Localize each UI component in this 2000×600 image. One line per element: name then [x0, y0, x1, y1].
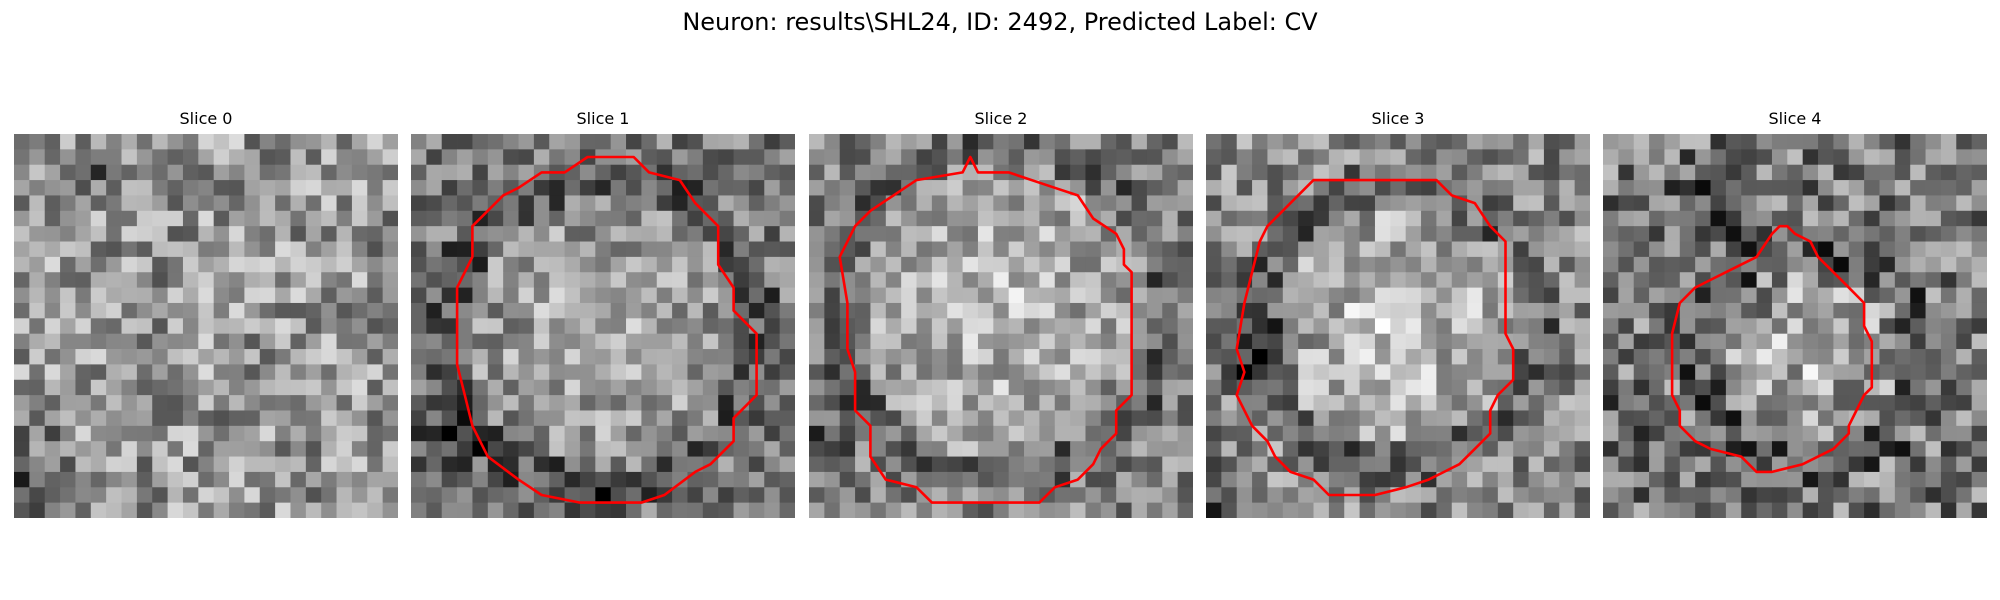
slice-title-1: Slice 1 — [576, 109, 630, 128]
pixel-grid — [1603, 134, 1987, 518]
slice-title-3: Slice 3 — [1371, 109, 1425, 128]
pixel-grid — [411, 134, 795, 518]
pixel-grid — [809, 134, 1193, 518]
slice-image-3 — [1206, 134, 1590, 518]
pixel-grid — [1206, 134, 1590, 518]
pixel-grid — [14, 134, 398, 518]
slice-title-0: Slice 0 — [179, 109, 233, 128]
slice-title-2: Slice 2 — [974, 109, 1028, 128]
slice-image-2 — [809, 134, 1193, 518]
neuron-contour — [1235, 178, 1515, 497]
slice-image-4 — [1603, 134, 1987, 518]
neuron-contour — [455, 155, 758, 504]
neuron-contour — [838, 155, 1133, 504]
figure-title: Neuron: results\SHL24, ID: 2492, Predict… — [682, 8, 1318, 36]
neuron-contour — [1670, 224, 1874, 474]
slice-title-4: Slice 4 — [1768, 109, 1822, 128]
slice-image-0 — [14, 134, 398, 518]
slice-image-1 — [411, 134, 795, 518]
